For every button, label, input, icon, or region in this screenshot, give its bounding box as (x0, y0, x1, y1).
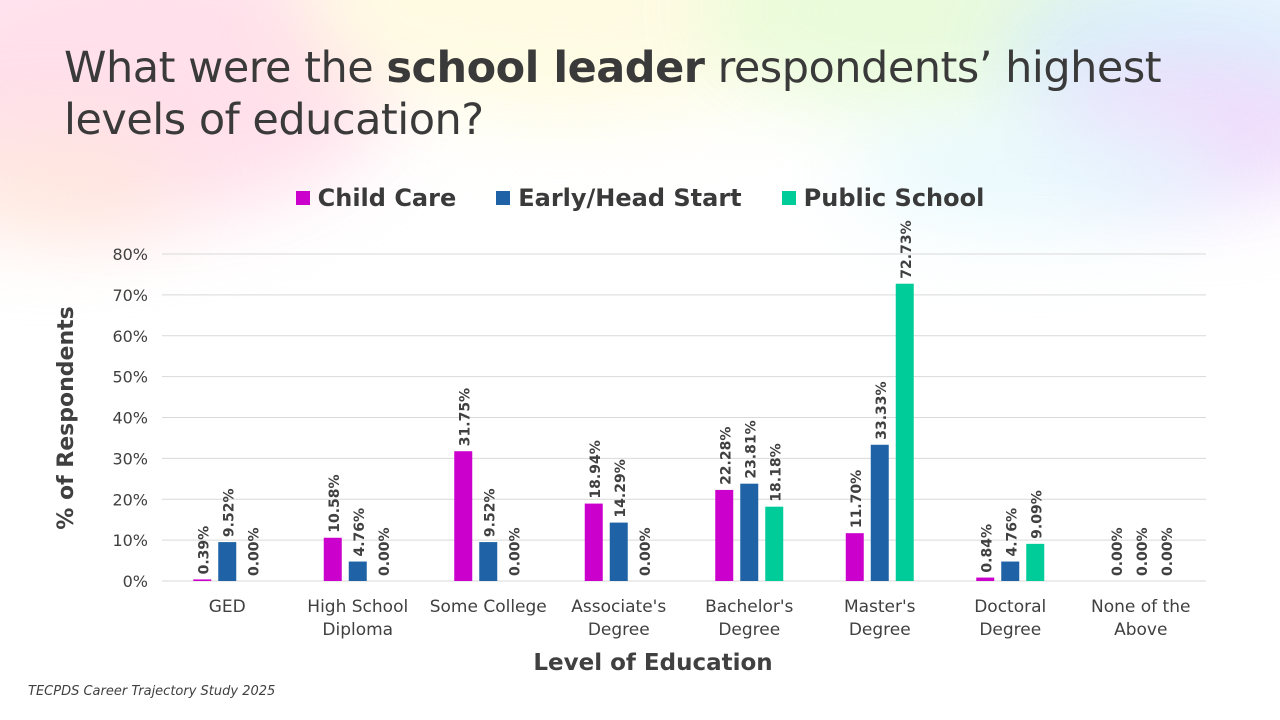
slide-title: What were the school leader respondents’… (64, 42, 1214, 146)
chart-legend: Child Care Early/Head Start Public Schoo… (0, 184, 1280, 212)
x-tick-label: Bachelor's (705, 597, 793, 617)
title-text-post: respondents’ highest levels of education… (64, 43, 1162, 145)
bar-child-care (193, 579, 212, 581)
bar-child-care (584, 503, 603, 581)
x-tick-label: Degree (979, 620, 1041, 640)
x-tick-label: Above (1114, 620, 1167, 640)
x-tick-label: Doctoral (974, 597, 1046, 617)
x-tick-label: Degree (718, 620, 780, 640)
bar-early-head-start (740, 483, 759, 581)
bar-early-head-start (218, 542, 237, 581)
source-note: TECPDS Career Trajectory Study 2025 (28, 684, 276, 699)
legend-item-early-head-start: Early/Head Start (496, 184, 742, 212)
x-tick-label: Diploma (322, 620, 393, 640)
data-label-public-school: 72.73% (899, 220, 915, 278)
x-axis-title: Level of Education (533, 650, 772, 676)
x-axis-ticks: GED High School Diploma Some College Associa… (209, 597, 1191, 640)
bar-child-care (976, 577, 995, 581)
legend-swatch-public-school (781, 191, 796, 205)
data-label-public-school: 0.00% (1160, 527, 1176, 576)
y-tick-label: 20% (112, 490, 148, 509)
legend-label-child-care: Child Care (317, 184, 457, 212)
data-label-early-head-start: 33.33% (874, 381, 890, 439)
legend-label-early-head-start: Early/Head Start (518, 184, 742, 212)
data-label-public-school: 0.00% (638, 527, 654, 576)
legend-swatch-early-head-start (496, 191, 511, 205)
x-tick-label: None of the (1091, 597, 1190, 617)
legend-swatch-child-care (295, 191, 310, 205)
data-label-early-head-start: 9.52% (221, 489, 237, 538)
gridlines (162, 253, 1206, 582)
data-label-public-school: 9.09% (1029, 490, 1045, 539)
data-label-public-school: 0.00% (246, 527, 262, 576)
data-label-child-care: 22.28% (718, 427, 734, 485)
y-tick-label: 50% (112, 368, 148, 387)
data-label-child-care: 18.94% (588, 440, 604, 498)
legend-item-public-school: Public School (781, 184, 985, 212)
y-tick-label: 0% (123, 572, 148, 591)
y-tick-label: 10% (112, 531, 148, 550)
bar-public-school (895, 283, 914, 581)
bar-early-head-start (348, 561, 367, 581)
bar-public-school (1026, 543, 1045, 581)
x-tick-label: GED (209, 597, 246, 617)
data-label-early-head-start: 4.76% (352, 508, 368, 557)
data-label-public-school: 18.18% (768, 443, 784, 501)
data-label-child-care: 10.58% (327, 474, 343, 532)
y-tick-label: 30% (112, 449, 148, 468)
data-label-early-head-start: 0.00% (1135, 527, 1151, 576)
legend-item-child-care: Child Care (295, 184, 457, 212)
data-label-child-care: 0.00% (1110, 527, 1126, 576)
bar-public-school (765, 506, 784, 581)
data-label-early-head-start: 14.29% (613, 459, 629, 517)
y-tick-label: 70% (112, 286, 148, 305)
y-tick-label: 60% (112, 327, 148, 346)
data-label-child-care: 11.70% (849, 470, 865, 528)
x-tick-label: Some College (430, 597, 547, 617)
y-axis-title: % of Respondents (54, 306, 79, 529)
title-text-bold: school leader (386, 43, 705, 93)
data-label-early-head-start: 23.81% (743, 420, 759, 478)
bar-child-care (323, 537, 342, 581)
data-label-child-care: 31.75% (457, 388, 473, 446)
bar-early-head-start (609, 522, 628, 581)
x-tick-label: Degree (588, 620, 650, 640)
data-label-child-care: 0.39% (196, 526, 212, 575)
data-label-public-school: 0.00% (377, 527, 393, 576)
x-tick-label: Degree (849, 620, 911, 640)
legend-label-public-school: Public School (803, 184, 985, 212)
x-tick-label: Master's (844, 597, 916, 617)
bar-early-head-start (870, 444, 889, 581)
bars (193, 283, 1045, 581)
y-axis-ticks: 0% 10% 20% 30% 40% 50% 60% 70% 80% (112, 245, 148, 591)
title-text-pre: What were the (64, 43, 387, 93)
x-tick-label: High School (307, 597, 408, 617)
data-label-early-head-start: 4.76% (1004, 508, 1020, 557)
data-label-child-care: 0.84% (979, 524, 995, 573)
data-label-early-head-start: 9.52% (482, 489, 498, 538)
bar-child-care (845, 533, 864, 581)
y-tick-label: 80% (112, 245, 148, 264)
data-labels: 0.39% 9.52% 0.00% 10.58% 4.76% 0.00% 31.75% 9.5… (196, 220, 1176, 576)
bar-child-care (715, 489, 734, 581)
bar-child-care (454, 451, 473, 581)
bar-early-head-start (479, 542, 498, 581)
x-tick-label: Associate's (571, 597, 666, 617)
y-tick-label: 40% (112, 409, 148, 428)
bar-early-head-start (1001, 561, 1020, 581)
data-label-public-school: 0.00% (507, 527, 523, 576)
